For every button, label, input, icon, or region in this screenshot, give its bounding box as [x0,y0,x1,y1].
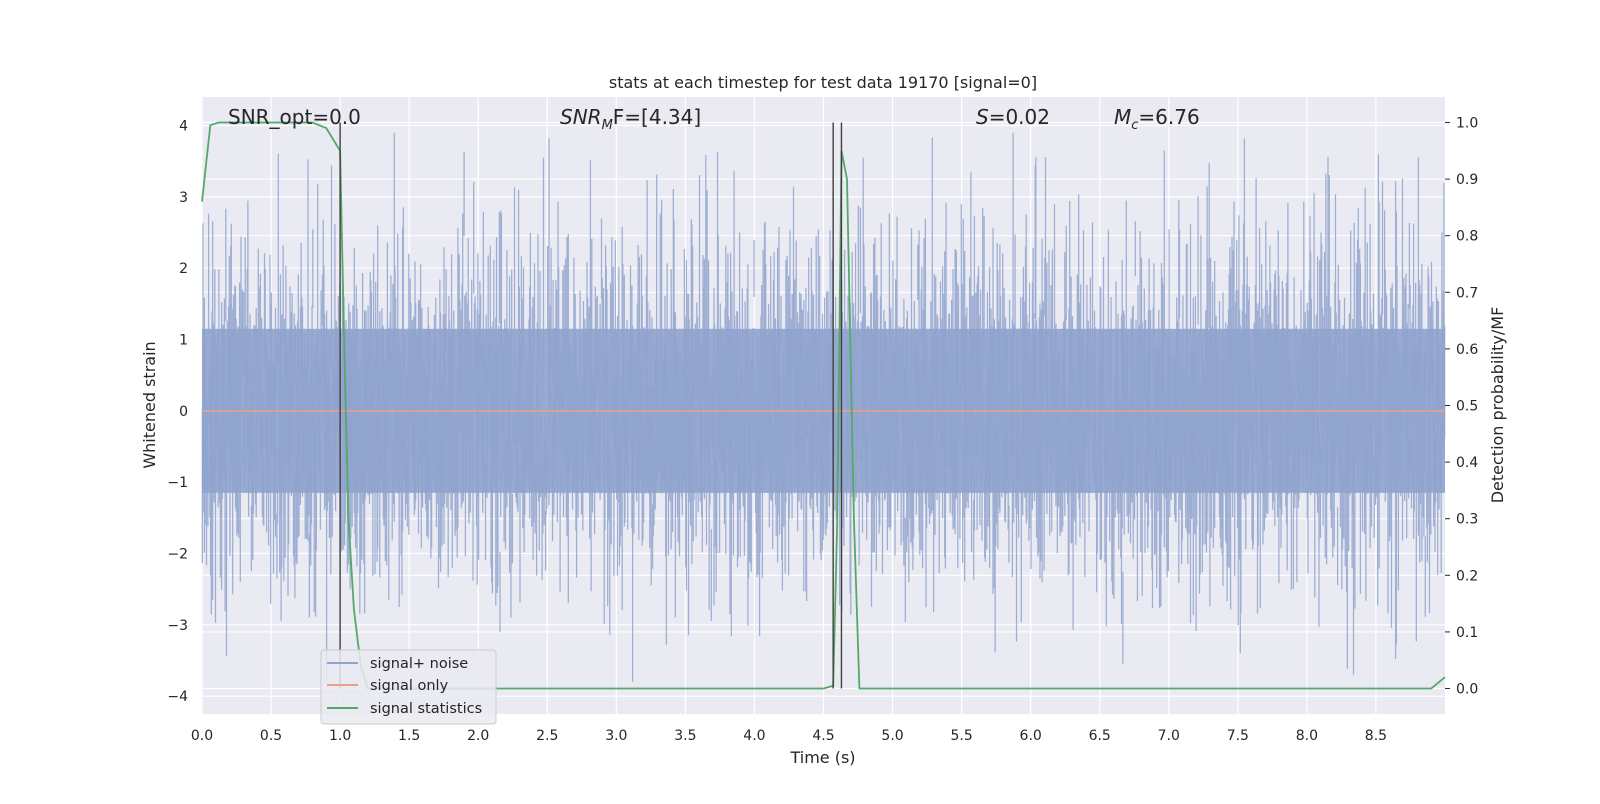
tick-labels: 0.0 0.5 1.0 1.5 2.0 2.5 3.0 3.5 4.0 4.5 5.0 5.5 6.0 6… [167,115,1478,744]
marker-lines [339,122,843,689]
legend-label-signal: signal only [370,678,449,694]
annotation-s: S=0.02 [976,105,1050,129]
y-tick-label-right: 0.7 [1456,285,1478,301]
x-tick-label: 7.0 [1158,728,1180,744]
y-tick-label-right: 0.5 [1456,399,1478,415]
legend-label-statistics: signal statistics [370,701,482,717]
x-axis-label: Time (s) [789,748,855,767]
chart-title: stats at each timestep for test data 191… [609,73,1037,92]
x-tick-label: 0.5 [260,728,282,744]
x-tick-label: 6.5 [1089,728,1111,744]
x-tick-label: 0.0 [191,728,213,744]
annotation-s-rest: =0.02 [989,105,1050,129]
y-tick-label-left: −2 [167,547,188,563]
y-tick-label-left: −4 [167,689,188,705]
annotation-snr-mf-sub: M [602,118,613,133]
annotation-mc-sub: c [1131,118,1138,133]
x-tick-label: 1.0 [329,728,351,744]
annotation-mc-rest: =6.76 [1138,105,1199,129]
y-tick-label-right: 0.6 [1456,342,1478,358]
annotation-snr-mf: SNRMF=[4.34] [560,105,701,133]
annotation-snr-mf-rest: F=[4.34] [613,105,701,129]
y-tick-label-right: 0.2 [1456,568,1478,584]
x-tick-label: 2.0 [467,728,489,744]
legend: signal+ noise signal only signal statist… [320,649,497,725]
y-tick-label-right: 0.3 [1456,512,1478,528]
y-tick-label-right: 1.0 [1456,115,1478,131]
x-tick-label: 4.5 [812,728,834,744]
x-tick-label: 5.5 [950,728,972,744]
x-tick-label: 6.0 [1020,728,1042,744]
y-tick-label-left: 4 [179,119,188,135]
annotation-s-var: S [976,105,989,129]
x-tick-label: 2.5 [536,728,558,744]
legend-label-noise: signal+ noise [370,656,468,672]
x-tick-label: 3.0 [605,728,627,744]
y-tick-label-right: 0.1 [1456,625,1478,641]
x-tick-label: 7.5 [1227,728,1249,744]
y-tick-label-right: 0.4 [1456,455,1478,471]
x-tick-label: 4.0 [743,728,765,744]
y-axis-label-right: Detection probability/MF [1488,307,1507,504]
y-tick-label-left: −1 [167,475,188,491]
y-tick-label-left: 2 [179,261,188,277]
annotations: SNR_opt=0.0 SNRMF=[4.34] S=0.02 Mc=6.76 [228,105,1200,133]
y-axis-label-left: Whitened strain [140,341,159,468]
x-tick-label: 3.5 [674,728,696,744]
y-tick-label-right: 0.8 [1456,229,1478,245]
x-tick-label: 5.0 [881,728,903,744]
annotation-mc: Mc=6.76 [1114,105,1200,133]
annotation-snr-opt: SNR_opt=0.0 [228,105,361,129]
y-tick-label-left: −3 [167,618,188,634]
y-tick-label-left: 0 [179,404,188,420]
y-tick-label-left: 1 [179,333,188,349]
x-tick-label: 8.0 [1296,728,1318,744]
x-tick-label: 1.5 [398,728,420,744]
annotation-snr-mf-base: SNR [560,105,602,129]
y-tick-label-right: 0.9 [1456,172,1478,188]
annotation-mc-base: M [1114,105,1131,129]
x-tick-label: 8.5 [1365,728,1387,744]
legend-box [320,649,497,725]
y-tick-label-right: 0.0 [1456,682,1478,698]
y-tick-label-left: 3 [179,190,188,206]
